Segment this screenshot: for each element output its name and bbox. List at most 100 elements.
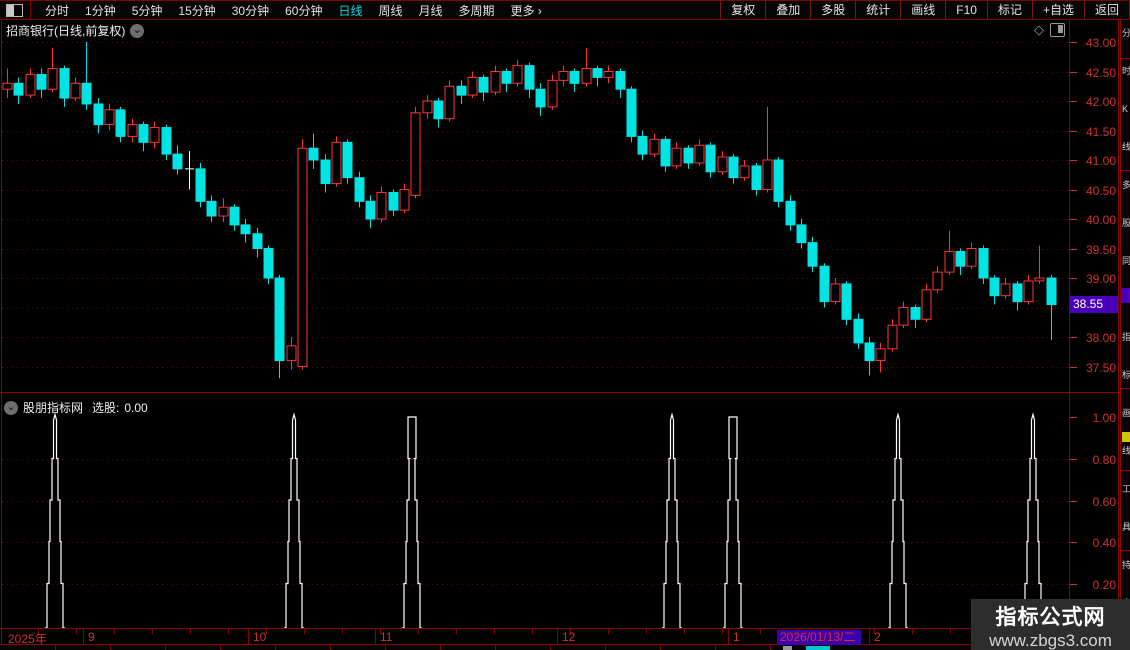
diamond-icon[interactable]: ◇ <box>1034 22 1044 37</box>
watermark-box: 指标公式网 www.zbgs3.com <box>971 599 1130 650</box>
x-axis-label: 1 <box>733 630 740 644</box>
watermark-url: www.zbgs3.com <box>989 631 1112 650</box>
main-y-label: 40.00 <box>1085 212 1116 227</box>
bottom-sliver-divider <box>715 645 716 650</box>
main-y-label: 43.00 <box>1085 35 1116 50</box>
last-price-tag: 38.55 <box>1070 296 1118 313</box>
bottom-fragment-gray <box>783 646 792 650</box>
indicator-param-label: 选股: <box>92 401 120 415</box>
bottom-toolbar-sliver <box>0 645 1130 650</box>
bottom-sliver-divider <box>660 645 661 650</box>
main-y-label: 38.00 <box>1085 330 1116 345</box>
bottom-sliver-divider <box>440 645 441 650</box>
indicator-name: 股朋指标网 <box>23 401 84 415</box>
main-y-label: 39.50 <box>1085 242 1116 257</box>
x-axis-label: 12 <box>562 630 576 644</box>
period-tab-4[interactable]: 30分钟 <box>231 3 270 18</box>
sidebar-yellow-icon <box>1122 432 1130 442</box>
bottom-sliver-divider <box>165 645 166 650</box>
sidebar-divider <box>1121 58 1130 59</box>
bottom-sliver-divider <box>330 645 331 650</box>
toolbar-button-3[interactable]: 统计 <box>855 1 900 19</box>
toolbar-button-7[interactable]: +自选 <box>1031 1 1084 19</box>
bottom-sliver-divider <box>605 645 606 650</box>
indicator-title-row: ⌄ 股朋指标网 选股: 0.00 <box>4 399 148 416</box>
sidebar-vertical-label: 多 <box>1122 180 1130 190</box>
sidebar-selected-block <box>1121 288 1130 303</box>
period-tab-0[interactable]: 分时 <box>45 3 70 18</box>
bottom-sliver-divider <box>220 645 221 650</box>
period-tab-9[interactable]: 多周期 <box>458 3 495 18</box>
x-axis-label: 10 <box>253 630 267 644</box>
x-axis-label: 2 <box>874 630 881 644</box>
chevron-down-circle-icon[interactable]: ⌄ <box>4 400 18 415</box>
toolbar-button-4[interactable]: 画线 <box>900 1 945 19</box>
period-tab-3[interactable]: 15分钟 <box>178 3 216 18</box>
toolbar-button-2[interactable]: 多股 <box>810 1 855 19</box>
toolbar-button-8[interactable]: 返回 <box>1083 1 1130 19</box>
main-y-label: 42.50 <box>1085 65 1116 80</box>
indicator-y-label: 0.80 <box>1092 452 1116 467</box>
period-tab-10[interactable]: 更多 › <box>510 3 542 18</box>
bottom-sliver-divider <box>770 645 771 650</box>
bottom-sliver-divider <box>55 645 56 650</box>
period-tabs: 分时 1分钟 5分钟 15分钟 30分钟 60分钟 日线 周线 月线 多周期 更多 › <box>37 2 550 19</box>
stock-title: 招商银行(日线,前复权) <box>6 24 126 38</box>
sidebar-vertical-label: 线 <box>1122 446 1130 456</box>
toolbar-button-0[interactable]: 复权 <box>720 1 765 19</box>
right-sidebar-strip[interactable]: 分时K线多股同列指标画线工具持仓 <box>1120 20 1130 650</box>
sidebar-vertical-label: 标 <box>1122 370 1130 380</box>
main-y-label: 41.50 <box>1085 124 1116 139</box>
crosshair-date-tag: 2026/01/13/二 <box>777 630 861 645</box>
sidebar-vertical-label: 分 <box>1122 28 1130 38</box>
sidebar-divider <box>1121 470 1130 471</box>
sidebar-vertical-label: 持 <box>1122 560 1130 570</box>
sidebar-vertical-label: 线 <box>1122 142 1130 152</box>
watermark-title: 指标公式网 <box>995 606 1106 629</box>
period-tab-2[interactable]: 5分钟 <box>131 3 163 18</box>
sidebar-vertical-label: 时 <box>1122 66 1130 76</box>
period-tab-1[interactable]: 1分钟 <box>85 3 116 18</box>
indicator-y-label: 0.60 <box>1092 494 1116 509</box>
indicator-y-label: 0.40 <box>1092 535 1116 550</box>
sidebar-vertical-label: 同 <box>1122 256 1130 266</box>
toolbar-divider <box>30 1 31 19</box>
sidebar-divider <box>1121 550 1130 551</box>
bottom-sliver-divider <box>275 645 276 650</box>
sidebar-divider <box>1121 170 1130 171</box>
bottom-fragment-cyan <box>806 646 830 650</box>
sidebar-vertical-label: 工 <box>1122 484 1130 494</box>
toolbar-button-5[interactable]: F10 <box>945 1 987 19</box>
x-axis-label: 11 <box>380 630 393 644</box>
toolbar-button-6[interactable]: 标记 <box>986 1 1032 19</box>
period-tab-8[interactable]: 月线 <box>418 3 443 18</box>
split-window-icon[interactable] <box>1050 23 1065 37</box>
sidebar-vertical-label: 具 <box>1122 522 1130 532</box>
sidebar-vertical-label: K <box>1122 104 1129 114</box>
period-tab-6[interactable]: 日线 <box>338 3 363 18</box>
main-y-label: 42.00 <box>1085 94 1116 109</box>
period-tab-5[interactable]: 60分钟 <box>285 3 323 18</box>
period-tab-7[interactable]: 周线 <box>378 3 403 18</box>
chevron-down-circle-icon[interactable]: ⌄ <box>130 23 145 38</box>
main-y-label: 40.50 <box>1085 183 1116 198</box>
indicator-param-value: 0.00 <box>124 400 148 415</box>
indicator-y-label: 1.00 <box>1092 410 1116 425</box>
toolbar-right: 复权 叠加 多股 统计 画线 F10 标记 +自选 返回 <box>720 0 1130 20</box>
sidebar-vertical-label: 股 <box>1122 218 1130 228</box>
sidebar-vertical-label: 指 <box>1122 332 1130 342</box>
main-y-label: 41.00 <box>1085 153 1116 168</box>
sidebar-vertical-label: 画 <box>1122 408 1130 418</box>
x-axis-label: 2025年 <box>8 632 47 646</box>
layout-split-icon[interactable] <box>6 3 23 17</box>
top-toolbar: 分时 1分钟 5分钟 15分钟 30分钟 60分钟 日线 周线 月线 多周期 更多 › 复权 叠加 多股… <box>0 0 1130 20</box>
bottom-sliver-divider <box>550 645 551 650</box>
bottom-sliver-divider <box>110 645 111 650</box>
toolbar-button-1[interactable]: 叠加 <box>765 1 810 19</box>
bottom-sliver-divider <box>385 645 386 650</box>
chart-corner-icons: ◇ <box>1034 22 1065 38</box>
indicator-y-label: 0.20 <box>1092 577 1116 592</box>
main-y-label: 37.50 <box>1085 360 1116 375</box>
